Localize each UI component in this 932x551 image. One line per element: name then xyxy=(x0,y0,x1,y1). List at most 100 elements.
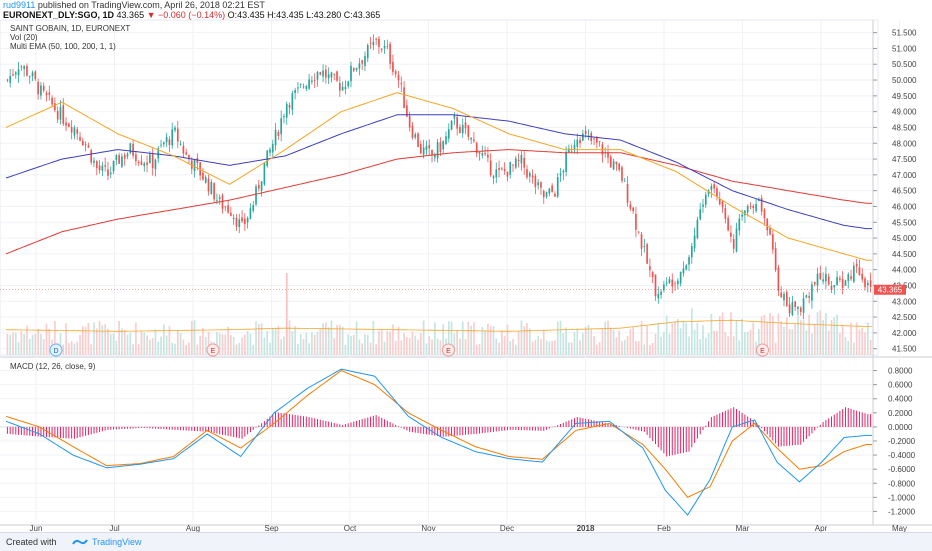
volume-bar xyxy=(836,314,838,355)
candle-body xyxy=(612,161,615,170)
time-tick-label: Dec xyxy=(500,524,514,533)
volume-bar xyxy=(204,336,207,355)
candle-body xyxy=(492,176,495,179)
candle-body xyxy=(235,217,238,227)
macd-tick-label: 0.8000 xyxy=(888,367,913,376)
volume-bar xyxy=(361,343,364,355)
volume-bar xyxy=(618,330,621,355)
volume-bar xyxy=(121,328,123,355)
volume-bar xyxy=(847,340,850,355)
volume-bar xyxy=(595,344,598,355)
candle-body xyxy=(12,74,14,76)
price-tick-label: 45.500 xyxy=(892,218,917,227)
candle-body xyxy=(643,246,646,248)
volume-bar xyxy=(587,325,590,355)
ohlc-values: O:43.435 H:43.435 L:43.280 C:43.365 xyxy=(227,10,381,20)
volume-bar xyxy=(649,344,651,355)
volume-bar xyxy=(12,332,14,355)
candle-body xyxy=(260,181,263,191)
candle-body xyxy=(283,115,285,118)
last-price-badge-label: 43.365 xyxy=(878,286,903,295)
candle-body xyxy=(291,93,294,110)
candle-body xyxy=(735,228,738,252)
candlesticks xyxy=(6,34,872,320)
ema50-line xyxy=(5,92,872,261)
ema100-line xyxy=(5,114,872,230)
event-marker xyxy=(442,343,455,357)
volume-bar xyxy=(190,320,193,355)
candle-body xyxy=(556,177,559,197)
volume-bar xyxy=(626,335,629,355)
candle-body xyxy=(210,182,213,194)
volume-bar xyxy=(735,320,738,355)
macd-tick-label: -0.2000 xyxy=(888,437,916,446)
volume-bar xyxy=(65,323,67,355)
candle-body xyxy=(397,74,400,81)
volume-bar xyxy=(104,324,107,355)
candle-body xyxy=(442,140,445,150)
volume-bar xyxy=(17,341,20,355)
volume-bar xyxy=(562,333,565,355)
volume-bar xyxy=(492,326,495,355)
volume-bar xyxy=(766,321,769,355)
candle-body xyxy=(780,292,783,298)
volume-bar xyxy=(316,331,319,355)
tradingview-brand-link[interactable]: TradingView xyxy=(92,537,142,547)
candle-body xyxy=(358,63,361,69)
volume-bar xyxy=(28,339,31,355)
volume-bar xyxy=(690,308,693,355)
volume-bar xyxy=(294,326,296,355)
candle-body xyxy=(185,152,188,155)
candle-body xyxy=(65,122,67,126)
author-link[interactable]: rud9911 xyxy=(3,0,36,10)
candle-body xyxy=(316,72,319,80)
volume-bar xyxy=(573,332,576,355)
legend-name: SAINT GOBAIN, 1D, EURONEXT xyxy=(10,24,130,33)
volume-bar xyxy=(501,330,503,355)
candle-body xyxy=(311,80,313,82)
volume-bar xyxy=(621,341,623,355)
volume-bar xyxy=(174,343,176,355)
volume-bar xyxy=(257,323,260,355)
ema-lines xyxy=(0,92,872,332)
candle-body xyxy=(218,197,221,199)
candle-body xyxy=(238,219,241,227)
volume-bar xyxy=(758,328,760,355)
volume-bar xyxy=(68,342,70,355)
candle-body xyxy=(319,72,322,75)
volume-bar xyxy=(682,320,685,355)
volume-bar xyxy=(749,329,752,355)
volume-bar xyxy=(679,328,682,355)
volume-bar xyxy=(461,321,464,355)
candle-body xyxy=(713,184,716,189)
volume-bar xyxy=(372,320,375,355)
volume-bar xyxy=(176,329,179,355)
volume-bar xyxy=(788,329,791,355)
volume-bar xyxy=(45,323,48,355)
candle-body xyxy=(514,158,517,168)
candle-body xyxy=(470,137,472,140)
candle-body xyxy=(252,205,255,211)
volume-bar xyxy=(425,343,428,355)
volume-bar xyxy=(467,321,470,355)
candle-body xyxy=(721,201,724,208)
candle-body xyxy=(90,150,93,163)
volume-bar xyxy=(514,344,517,355)
candle-body xyxy=(540,182,542,188)
candle-body xyxy=(31,72,34,77)
candle-body xyxy=(769,227,771,235)
volume-bar xyxy=(90,344,93,355)
volume-bar xyxy=(771,316,774,355)
macd-line xyxy=(5,368,872,516)
candle-body xyxy=(710,186,713,190)
volume-bar xyxy=(199,335,201,355)
volume-bar xyxy=(570,342,573,355)
volume-bar xyxy=(333,338,336,355)
volume-bar xyxy=(548,341,551,355)
candle-body xyxy=(308,79,310,89)
macd-tick-label: -0.6000 xyxy=(888,465,916,474)
candle-body xyxy=(386,45,389,47)
candle-body xyxy=(369,43,372,45)
volume-bar xyxy=(397,326,400,355)
